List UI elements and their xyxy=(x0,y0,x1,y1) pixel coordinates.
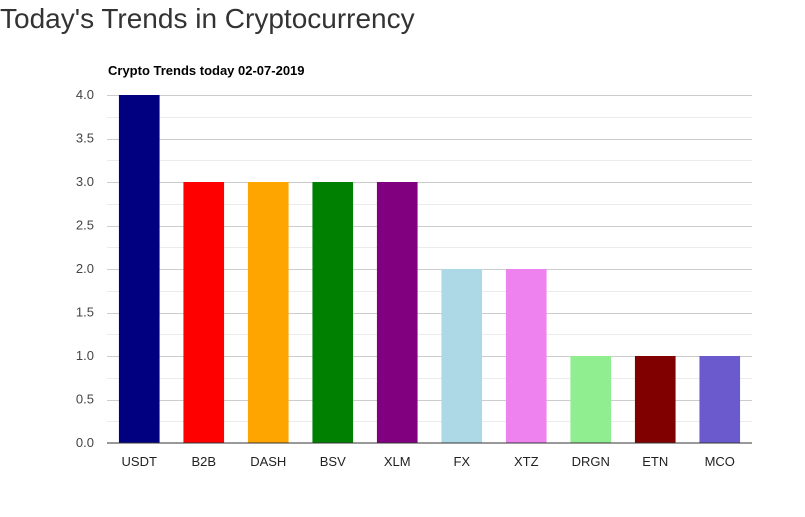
x-tick-label: ETN xyxy=(642,454,668,469)
x-tick-label: XTZ xyxy=(514,454,539,469)
bar-xlm[interactable] xyxy=(376,182,418,443)
x-tick-label: FX xyxy=(453,454,470,469)
y-tick-label: 1.5 xyxy=(76,305,94,320)
x-tick-label: XLM xyxy=(384,454,411,469)
y-tick-label: 3.0 xyxy=(76,174,94,189)
bar-b2b[interactable] xyxy=(183,182,225,443)
bars xyxy=(118,95,741,443)
bar-bsv[interactable] xyxy=(312,182,354,443)
chart-title: Crypto Trends today 02-07-2019 xyxy=(108,63,305,78)
bar-drgn[interactable] xyxy=(570,356,612,443)
bar-mco[interactable] xyxy=(699,356,741,443)
page-title: Today's Trends in Cryptocurrency xyxy=(0,3,415,34)
y-tick-label: 3.5 xyxy=(76,131,94,146)
x-tick-label: USDT xyxy=(122,454,157,469)
y-axis-ticks: 0.0 0.5 1.0 1.5 2.0 2.5 3.0 3.5 4.0 xyxy=(76,87,94,450)
y-tick-label: 2.0 xyxy=(76,261,94,276)
bar-xtz[interactable] xyxy=(505,269,547,443)
x-tick-label: DASH xyxy=(250,454,286,469)
x-tick-label: BSV xyxy=(320,454,346,469)
y-tick-label: 2.5 xyxy=(76,218,94,233)
bar-dash[interactable] xyxy=(247,182,289,443)
x-tick-label: B2B xyxy=(191,454,216,469)
bar-fx[interactable] xyxy=(441,269,483,443)
y-tick-label: 0.5 xyxy=(76,392,94,407)
y-tick-label: 1.0 xyxy=(76,348,94,363)
bar-etn[interactable] xyxy=(634,356,676,443)
x-axis-ticks: USDT B2B DASH BSV XLM FX XTZ DRGN ETN MCO xyxy=(122,454,735,469)
x-tick-label: MCO xyxy=(705,454,735,469)
bar-usdt[interactable] xyxy=(118,95,160,443)
x-tick-label: DRGN xyxy=(572,454,610,469)
y-tick-label: 4.0 xyxy=(76,87,94,102)
y-tick-label: 0.0 xyxy=(76,435,94,450)
